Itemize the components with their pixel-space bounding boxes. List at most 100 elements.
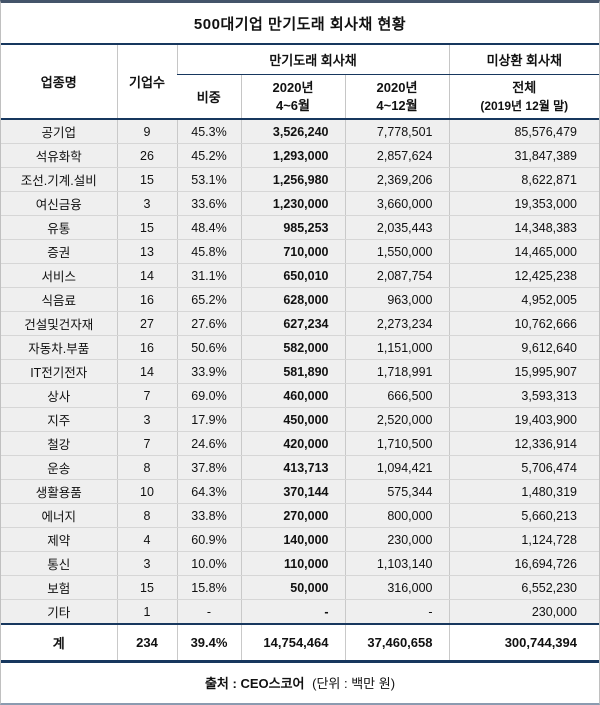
- cell-industry: 조선.기계.설비: [1, 167, 117, 193]
- page-title: 500대기업 만기도래 회사채 현황: [1, 3, 599, 45]
- table-row: IT전기전자 14 33.9% 581,890 1,718,991 15,995…: [1, 359, 599, 385]
- total-apr-dec: 37,460,658: [344, 623, 449, 664]
- cell-companies: 16: [116, 335, 177, 361]
- cell-apr-dec: 2,273,234: [344, 311, 449, 337]
- cell-companies: 3: [116, 191, 177, 217]
- cell-apr-dec: 666,500: [344, 383, 449, 409]
- cell-outstanding: 6,552,230: [448, 575, 599, 601]
- table-row: 지주 3 17.9% 450,000 2,520,000 19,403,900: [1, 407, 599, 433]
- cell-apr-dec: 963,000: [344, 287, 449, 313]
- cell-apr-dec: 575,344: [344, 479, 449, 505]
- cell-apr-jun: 140,000: [240, 527, 345, 553]
- col-group-outstanding-bonds: 미상환 회사채: [448, 45, 599, 75]
- cell-outstanding: 31,847,389: [448, 143, 599, 169]
- table-row: 에너지 8 33.8% 270,000 800,000 5,660,213: [1, 503, 599, 529]
- total-companies: 234: [116, 623, 177, 664]
- cell-apr-jun: 50,000: [240, 575, 345, 601]
- cell-companies: 13: [116, 239, 177, 265]
- cell-ratio: 33.6%: [176, 191, 241, 217]
- source-note: 출처 : CEO스코어 (단위 : 백만 원): [1, 663, 599, 703]
- cell-ratio: 45.8%: [176, 239, 241, 265]
- cell-industry: 여신금융: [1, 191, 117, 217]
- cell-companies: 15: [116, 575, 177, 601]
- table-row: 생활용품 10 64.3% 370,144 575,344 1,480,319: [1, 479, 599, 505]
- cell-apr-dec: 2,857,624: [344, 143, 449, 169]
- cell-outstanding: 1,124,728: [448, 527, 599, 553]
- unit-label: (단위 : 백만 원): [312, 676, 396, 692]
- cell-companies: 15: [116, 167, 177, 193]
- cell-outstanding: 3,593,313: [448, 383, 599, 409]
- cell-apr-jun: 985,253: [240, 215, 345, 241]
- cell-companies: 16: [116, 287, 177, 313]
- cell-apr-dec: 1,103,140: [344, 551, 449, 577]
- cell-apr-dec: 1,094,421: [344, 455, 449, 481]
- table-header: 업종명 기업수 만기도래 회사채 미상환 회사채 비중 2020년 4~6월 2…: [1, 45, 599, 121]
- table-row: 상사 7 69.0% 460,000 666,500 3,593,313: [1, 383, 599, 409]
- cell-apr-dec: 2,369,206: [344, 167, 449, 193]
- cell-outstanding: 5,660,213: [448, 503, 599, 529]
- cell-apr-jun: 582,000: [240, 335, 345, 361]
- col-header-outstanding-total: 전체 (2019년 12월 말): [448, 74, 599, 121]
- cell-apr-jun: 628,000: [240, 287, 345, 313]
- cell-outstanding: 230,000: [448, 599, 599, 625]
- table-row: 증권 13 45.8% 710,000 1,550,000 14,465,000: [1, 239, 599, 265]
- cell-ratio: -: [176, 599, 241, 625]
- cell-apr-jun: 420,000: [240, 431, 345, 457]
- cell-ratio: 15.8%: [176, 575, 241, 601]
- cell-ratio: 17.9%: [176, 407, 241, 433]
- cell-ratio: 53.1%: [176, 167, 241, 193]
- cell-companies: 10: [116, 479, 177, 505]
- cell-ratio: 48.4%: [176, 215, 241, 241]
- cell-apr-jun: 581,890: [240, 359, 345, 385]
- cell-ratio: 45.3%: [176, 119, 241, 145]
- cell-ratio: 69.0%: [176, 383, 241, 409]
- cell-companies: 14: [116, 359, 177, 385]
- cell-outstanding: 85,576,479: [448, 119, 599, 145]
- total-row: 계 234 39.4% 14,754,464 37,460,658 300,74…: [1, 623, 599, 664]
- source-label: 출처 : CEO스코어: [204, 676, 305, 692]
- cell-industry: 증권: [1, 239, 117, 265]
- cell-apr-jun: 710,000: [240, 239, 345, 265]
- table-row: 보험 15 15.8% 50,000 316,000 6,552,230: [1, 575, 599, 601]
- cell-companies: 8: [116, 455, 177, 481]
- cell-apr-jun: 413,713: [240, 455, 345, 481]
- col-header-2020-apr-dec: 2020년 4~12월: [344, 74, 449, 121]
- cell-outstanding: 5,706,474: [448, 455, 599, 481]
- cell-companies: 15: [116, 215, 177, 241]
- cell-apr-dec: 2,035,443: [344, 215, 449, 241]
- total-apr-jun: 14,754,464: [240, 623, 345, 664]
- cell-apr-dec: 800,000: [344, 503, 449, 529]
- cell-apr-dec: -: [344, 599, 449, 625]
- table-row: 식음료 16 65.2% 628,000 963,000 4,952,005: [1, 287, 599, 313]
- col-header-2020-apr-jun: 2020년 4~6월: [240, 74, 345, 121]
- outstanding-total-label: 전체: [512, 80, 537, 96]
- table-row: 조선.기계.설비 15 53.1% 1,256,980 2,369,206 8,…: [1, 167, 599, 193]
- cell-companies: 7: [116, 383, 177, 409]
- cell-ratio: 33.8%: [176, 503, 241, 529]
- cell-industry: 상사: [1, 383, 117, 409]
- cell-industry: 유통: [1, 215, 117, 241]
- table-row: 여신금융 3 33.6% 1,230,000 3,660,000 19,353,…: [1, 191, 599, 217]
- cell-outstanding: 19,403,900: [448, 407, 599, 433]
- table-row: 기타 1 - - - 230,000: [1, 599, 599, 625]
- col-header-ratio: 비중: [177, 74, 241, 121]
- cell-industry: 에너지: [1, 503, 117, 529]
- table-row: 제약 4 60.9% 140,000 230,000 1,124,728: [1, 527, 599, 553]
- cell-apr-jun: 1,293,000: [240, 143, 345, 169]
- cell-outstanding: 12,336,914: [448, 431, 599, 457]
- cell-apr-jun: 627,234: [240, 311, 345, 337]
- cell-apr-dec: 316,000: [344, 575, 449, 601]
- table-row: 철강 7 24.6% 420,000 1,710,500 12,336,914: [1, 431, 599, 457]
- total-label: 계: [1, 623, 117, 664]
- cell-apr-dec: 2,087,754: [344, 263, 449, 289]
- cell-industry: 식음료: [1, 287, 117, 313]
- cell-industry: 생활용품: [1, 479, 117, 505]
- cell-ratio: 33.9%: [176, 359, 241, 385]
- cell-companies: 7: [116, 431, 177, 457]
- cell-apr-jun: 1,230,000: [240, 191, 345, 217]
- cell-ratio: 64.3%: [176, 479, 241, 505]
- cell-apr-jun: 460,000: [240, 383, 345, 409]
- cell-apr-jun: -: [240, 599, 345, 625]
- cell-apr-dec: 1,710,500: [344, 431, 449, 457]
- cell-apr-dec: 7,778,501: [344, 119, 449, 145]
